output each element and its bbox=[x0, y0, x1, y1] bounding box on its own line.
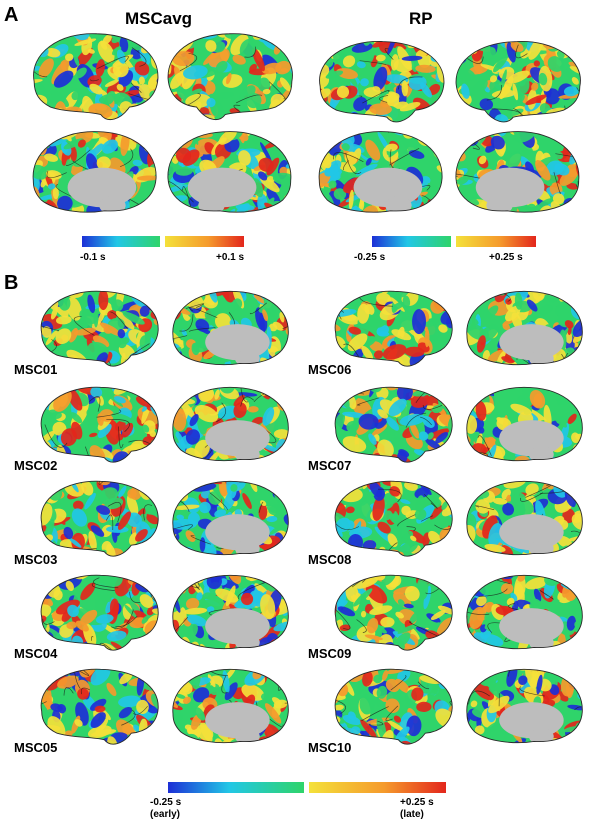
subject-label-msc07: MSC07 bbox=[308, 458, 352, 473]
subject-label-msc10: MSC10 bbox=[308, 740, 352, 755]
panel-a-label: A bbox=[4, 4, 19, 26]
subject-label-msc09: MSC09 bbox=[308, 646, 352, 661]
brain-msc06-lateral bbox=[334, 290, 453, 367]
subject-label-msc01: MSC01 bbox=[14, 362, 58, 377]
colorbar-individual bbox=[168, 782, 446, 793]
brain-msc01-lateral bbox=[40, 290, 159, 367]
mscavg-max-label: +0.1 s bbox=[216, 252, 245, 263]
rp-max-label: +0.25 s bbox=[489, 252, 523, 263]
mscavg-min-label: -0.1 s bbox=[80, 252, 106, 263]
brain-rp-medial-left bbox=[318, 131, 443, 213]
individual-min-label: -0.25 s bbox=[150, 797, 182, 808]
brain-mscavg-lateral-left bbox=[33, 33, 159, 121]
brain-msc04-medial bbox=[172, 574, 289, 650]
subject-label-msc04: MSC04 bbox=[14, 646, 58, 661]
subject-label-msc05: MSC05 bbox=[14, 740, 58, 755]
brain-msc02-lateral bbox=[40, 386, 159, 463]
individual-max-note: (late) bbox=[400, 809, 424, 820]
brain-msc02-medial bbox=[172, 386, 289, 462]
subject-label-msc08: MSC08 bbox=[308, 552, 352, 567]
brain-rp-medial-right bbox=[455, 131, 580, 213]
rp-min-label: -0.25 s bbox=[354, 252, 386, 263]
brain-msc06-medial bbox=[466, 290, 583, 366]
panel-b-label: B bbox=[4, 272, 19, 294]
brain-msc09-medial bbox=[466, 574, 583, 650]
rp-title: RP bbox=[409, 9, 433, 28]
brain-msc07-lateral bbox=[334, 386, 453, 463]
brain-msc07-medial bbox=[466, 386, 583, 462]
brain-rp-lateral-left bbox=[319, 41, 445, 123]
subject-label-msc02: MSC02 bbox=[14, 458, 58, 473]
brain-mscavg-medial-left bbox=[32, 131, 157, 213]
brain-msc01-medial bbox=[172, 290, 289, 366]
brain-msc08-medial bbox=[466, 480, 583, 556]
brain-mscavg-medial-right bbox=[167, 131, 292, 213]
brain-msc10-medial bbox=[466, 668, 583, 744]
brain-rp-lateral-right bbox=[455, 41, 581, 123]
individual-max-label: +0.25 s bbox=[400, 797, 434, 808]
colorbar-mscavg bbox=[82, 236, 244, 247]
brain-msc10-lateral bbox=[334, 668, 453, 745]
brain-msc03-medial bbox=[172, 480, 289, 556]
brain-msc08-lateral bbox=[334, 480, 453, 557]
individual-min-note: (early) bbox=[150, 809, 181, 820]
subject-label-msc03: MSC03 bbox=[14, 552, 58, 567]
brain-msc05-lateral bbox=[40, 668, 159, 745]
subject-label-msc06: MSC06 bbox=[308, 362, 352, 377]
brain-msc09-lateral bbox=[334, 574, 453, 651]
mscavg-title: MSCavg bbox=[125, 9, 193, 28]
brain-msc03-lateral bbox=[40, 480, 159, 557]
brain-msc05-medial bbox=[172, 668, 289, 744]
brain-msc04-lateral bbox=[40, 574, 159, 651]
brain-mscavg-lateral-right bbox=[167, 33, 293, 121]
colorbar-rp bbox=[372, 236, 536, 247]
